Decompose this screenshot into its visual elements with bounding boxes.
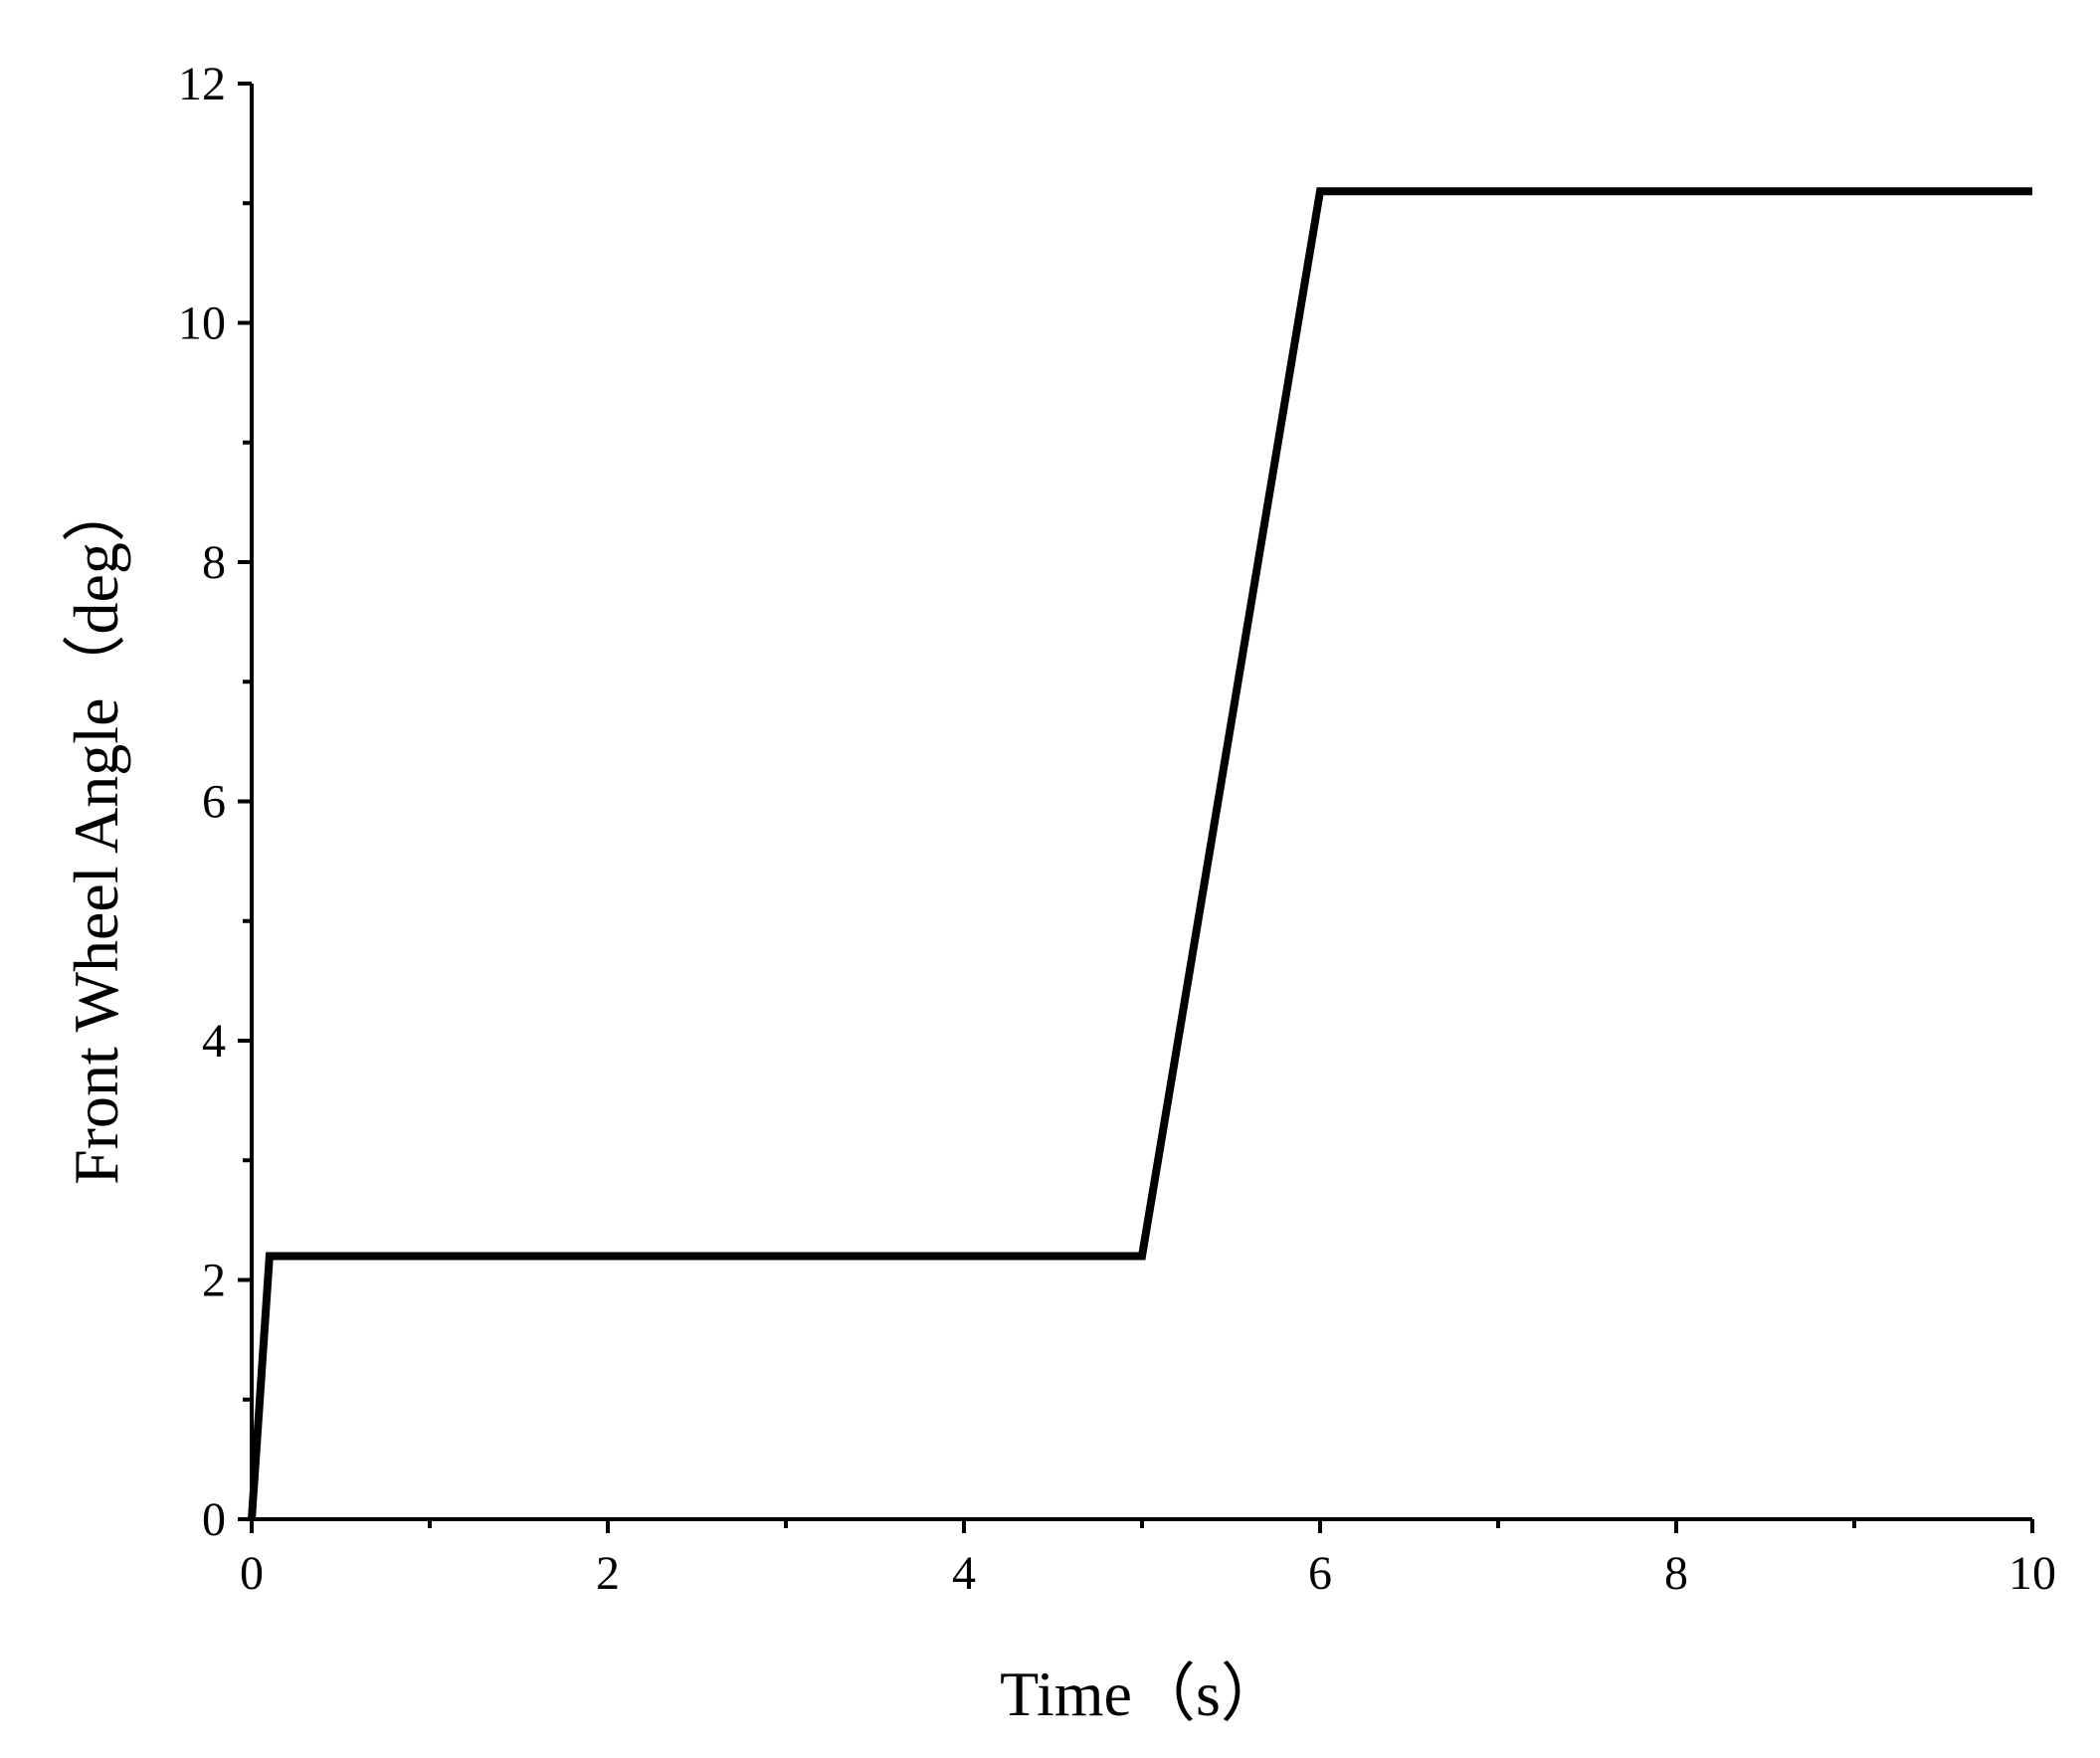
y-tick-label: 8 [202,536,226,589]
y-axis-title: Front Wheel Angle（deg） [61,479,131,1185]
y-tick-label: 0 [202,1493,226,1546]
y-tick-label: 10 [178,297,226,350]
y-tick-label: 2 [202,1255,226,1307]
x-tick-label: 0 [240,1547,264,1600]
x-axis-title: Time（s） [1000,1659,1284,1729]
y-tick-label: 4 [202,1015,226,1068]
x-tick-label: 2 [596,1547,620,1600]
x-tick-label: 8 [1664,1547,1688,1600]
x-tick-label: 4 [952,1547,976,1600]
y-tick-label: 12 [178,58,226,110]
data-line [248,187,2032,1520]
y-tick-label: 6 [202,776,226,829]
x-tick-label: 10 [2008,1547,2056,1600]
x-tick-label: 6 [1308,1547,1332,1600]
